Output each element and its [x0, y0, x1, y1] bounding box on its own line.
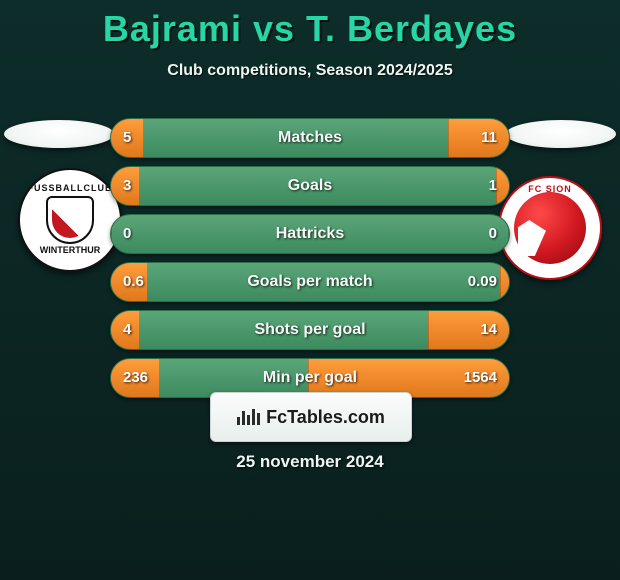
stat-value-left: 5	[123, 119, 131, 157]
stat-value-left: 0.6	[123, 263, 144, 301]
club-left-shield-icon	[46, 196, 94, 244]
footer-logo-text: FcTables.com	[266, 407, 385, 428]
stat-value-right: 1564	[464, 359, 497, 397]
club-left-text-top: FUSSBALLCLUB	[28, 184, 113, 194]
stat-label: Hattricks	[111, 215, 509, 253]
stat-label: Goals per match	[111, 263, 509, 301]
date-text: 25 november 2024	[0, 452, 620, 472]
stat-value-right: 14	[480, 311, 497, 349]
stat-value-right: 11	[481, 119, 497, 157]
stat-row: Shots per goal4 14	[110, 310, 510, 350]
stat-row: Matches5 11	[110, 118, 510, 158]
stat-value-right: 0	[489, 215, 497, 253]
stat-row: Goals3 1	[110, 166, 510, 206]
club-left-text-bottom: WINTERTHUR	[28, 246, 113, 256]
page-subtitle: Club competitions, Season 2024/2025	[0, 62, 620, 80]
club-badge-right: FC SION	[498, 176, 602, 280]
stat-value-right: 0.09	[468, 263, 497, 301]
page-title: Bajrami vs T. Berdayes	[0, 0, 620, 50]
club-badge-left: FUSSBALLCLUB WINTERTHUR	[18, 168, 122, 272]
stat-label: Matches	[111, 119, 509, 157]
player-ellipse-left	[4, 120, 114, 148]
stat-row: Goals per match0.6 0.09	[110, 262, 510, 302]
stat-row: Hattricks0 0	[110, 214, 510, 254]
stat-value-left: 0	[123, 215, 131, 253]
stat-value-left: 4	[123, 311, 131, 349]
player-ellipse-right	[506, 120, 616, 148]
stat-label: Shots per goal	[111, 311, 509, 349]
stat-value-left: 3	[123, 167, 131, 205]
footer-logo-card: FcTables.com	[210, 392, 412, 442]
stat-value-right: 1	[489, 167, 497, 205]
comparison-rows: Matches5 11 Goals3 1 Hattricks0 0 Goals per ma…	[110, 118, 510, 406]
club-right-ball-icon	[514, 192, 586, 264]
stat-label: Goals	[111, 167, 509, 205]
stat-value-left: 236	[123, 359, 148, 397]
chart-icon	[237, 409, 260, 425]
